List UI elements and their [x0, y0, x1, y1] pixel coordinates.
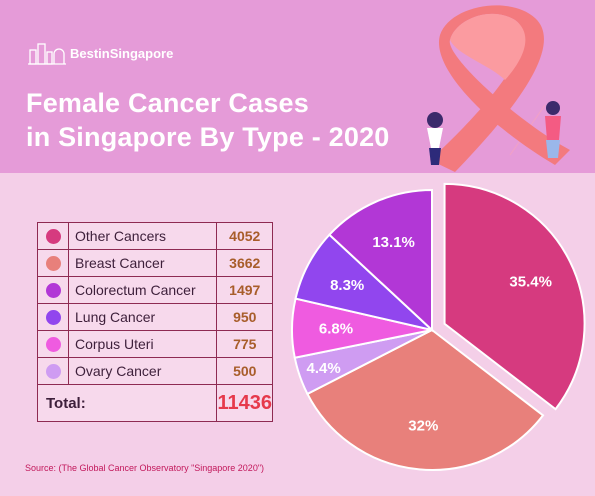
pie-label: 8.3% [330, 277, 364, 294]
pie-labels: 35.4% 32% 4.4% 6.8% 8.3% 13.1% [307, 234, 552, 435]
page-title: Female Cancer Cases in Singapore By Type… [26, 86, 390, 154]
legend-row: Colorectum Cancer 1497 [37, 276, 273, 304]
legend-value: 500 [216, 357, 273, 385]
legend-swatch-icon [45, 364, 61, 380]
pie-slice-breast-cancer [306, 328, 545, 471]
legend-label: Lung Cancer [67, 303, 218, 331]
legend-label: Ovary Cancer [67, 357, 218, 385]
legend-swatch-cell [37, 276, 69, 304]
pie-label: 4.4% [307, 360, 341, 377]
title-line-2: in Singapore By Type - 2020 [26, 122, 390, 152]
pie-label: 6.8% [319, 321, 353, 338]
pie-slice-colorectum-cancer [327, 188, 433, 333]
legend-value: 1497 [216, 276, 273, 304]
legend-table: Other Cancers 4052 Breast Cancer 3662 Colore… [36, 222, 273, 422]
total-row: Total: 11436 [36, 384, 273, 422]
legend-swatch-icon [45, 310, 61, 326]
legend-swatch-icon [45, 283, 61, 299]
pie-label: 32% [408, 418, 438, 435]
total-label: Total: [36, 384, 218, 422]
legend-row: Ovary Cancer 500 [37, 357, 273, 385]
legend-swatch-cell [37, 303, 69, 331]
woman-left-icon [427, 112, 443, 128]
legend-row: Other Cancers 4052 [37, 222, 273, 250]
total-value: 11436 [216, 384, 273, 422]
title-line-1: Female Cancer Cases [26, 88, 309, 118]
legend-label: Other Cancers [67, 222, 218, 250]
pie-slices [291, 182, 586, 471]
legend-body: Other Cancers 4052 Breast Cancer 3662 Colore… [37, 222, 273, 385]
legend-swatch-icon [45, 256, 61, 272]
pie-slice-other-cancers [443, 182, 586, 411]
legend-swatch-cell [37, 222, 69, 250]
pie-label: 13.1% [372, 234, 415, 251]
header-banner: BestinSingapore Female Cancer Cases in S… [0, 0, 595, 173]
brand[interactable]: BestinSingapore [28, 40, 173, 66]
source-note: Source: (The Global Cancer Observatory "… [25, 463, 265, 473]
awareness-ribbon-illustration [427, 5, 570, 173]
legend-label: Colorectum Cancer [67, 276, 218, 304]
legend-row: Corpus Uteri 775 [37, 330, 273, 358]
legend-value: 4052 [216, 222, 273, 250]
city-skyline-icon [28, 43, 66, 65]
legend-swatch-icon [45, 337, 61, 353]
legend-swatch-cell [37, 249, 69, 277]
brand-name: BestinSingapore [70, 45, 174, 61]
legend-value: 3662 [216, 249, 273, 277]
pie-label: 35.4% [509, 273, 552, 290]
woman-right-icon [546, 101, 560, 115]
legend-swatch-icon [45, 229, 61, 245]
